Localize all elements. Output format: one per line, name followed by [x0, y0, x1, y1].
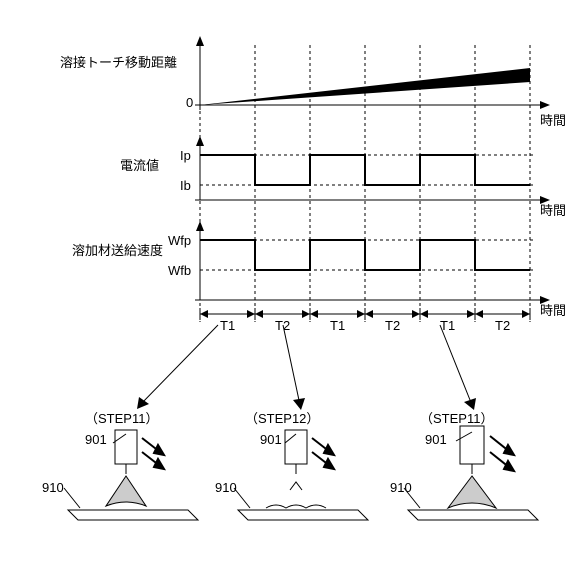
- torch-c: [400, 420, 560, 540]
- torch-a: [60, 420, 220, 540]
- callout-arrows: [0, 0, 575, 420]
- torch-b: [230, 420, 390, 540]
